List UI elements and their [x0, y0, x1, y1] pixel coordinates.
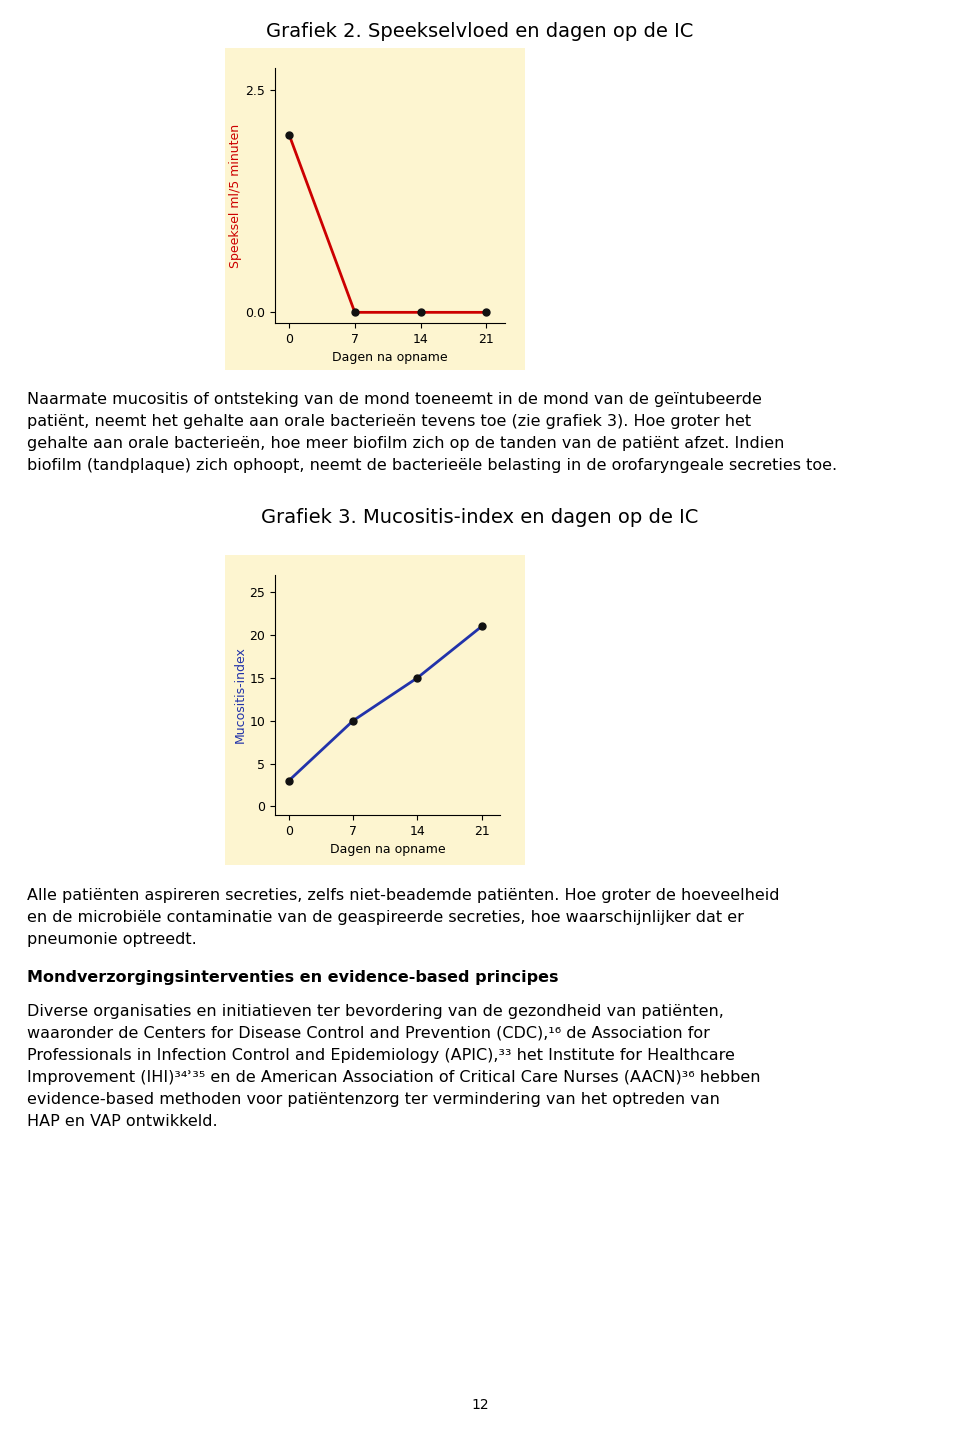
Text: waaronder de Centers for Disease Control and Prevention (CDC),¹⁶ de Association : waaronder de Centers for Disease Control… [27, 1027, 709, 1041]
X-axis label: Dagen na opname: Dagen na opname [329, 843, 445, 856]
Text: Mondverzorgingsinterventies en evidence-based principes: Mondverzorgingsinterventies en evidence-… [27, 970, 559, 985]
Text: evidence-based methoden voor patiëntenzorg ter vermindering van het optreden van: evidence-based methoden voor patiëntenzo… [27, 1092, 720, 1108]
Text: Alle patiënten aspireren secreties, zelfs niet-beademde patiënten. Hoe groter de: Alle patiënten aspireren secreties, zelf… [27, 888, 780, 902]
X-axis label: Dagen na opname: Dagen na opname [332, 351, 447, 364]
Text: biofilm (tandplaque) zich ophoopt, neemt de bacterieële belasting in de orofaryn: biofilm (tandplaque) zich ophoopt, neemt… [27, 458, 837, 474]
Text: Naarmate mucositis of ontsteking van de mond toeneemt in de mond van de geïntube: Naarmate mucositis of ontsteking van de … [27, 391, 761, 407]
Y-axis label: Speeksel ml/5 minuten: Speeksel ml/5 minuten [229, 123, 243, 267]
Text: Diverse organisaties en initiatieven ter bevordering van de gezondheid van patië: Diverse organisaties en initiatieven ter… [27, 1004, 724, 1019]
Text: en de microbiële contaminatie van de geaspireerde secreties, hoe waarschijnlijke: en de microbiële contaminatie van de gea… [27, 910, 744, 926]
Text: patiënt, neemt het gehalte aan orale bacterieën tevens toe (zie grafiek 3). Hoe : patiënt, neemt het gehalte aan orale bac… [27, 414, 751, 429]
Text: Professionals in Infection Control and Epidemiology (APIC),³³ het Institute for : Professionals in Infection Control and E… [27, 1048, 734, 1063]
Text: Grafiek 3. Mucositis-index en dagen op de IC: Grafiek 3. Mucositis-index en dagen op d… [261, 508, 699, 527]
Text: 12: 12 [471, 1398, 489, 1412]
Text: Grafiek 2. Speekselvloed en dagen op de IC: Grafiek 2. Speekselvloed en dagen op de … [266, 22, 694, 40]
Text: pneumonie optreedt.: pneumonie optreedt. [27, 931, 197, 947]
Text: gehalte aan orale bacterieën, hoe meer biofilm zich op de tanden van de patiënt : gehalte aan orale bacterieën, hoe meer b… [27, 436, 784, 451]
Text: HAP en VAP ontwikkeld.: HAP en VAP ontwikkeld. [27, 1113, 218, 1129]
Text: Improvement (IHI)³⁴ʾ³⁵ en de American Association of Critical Care Nurses (AACN): Improvement (IHI)³⁴ʾ³⁵ en de American As… [27, 1070, 760, 1084]
Y-axis label: Mucositis-index: Mucositis-index [233, 647, 247, 744]
